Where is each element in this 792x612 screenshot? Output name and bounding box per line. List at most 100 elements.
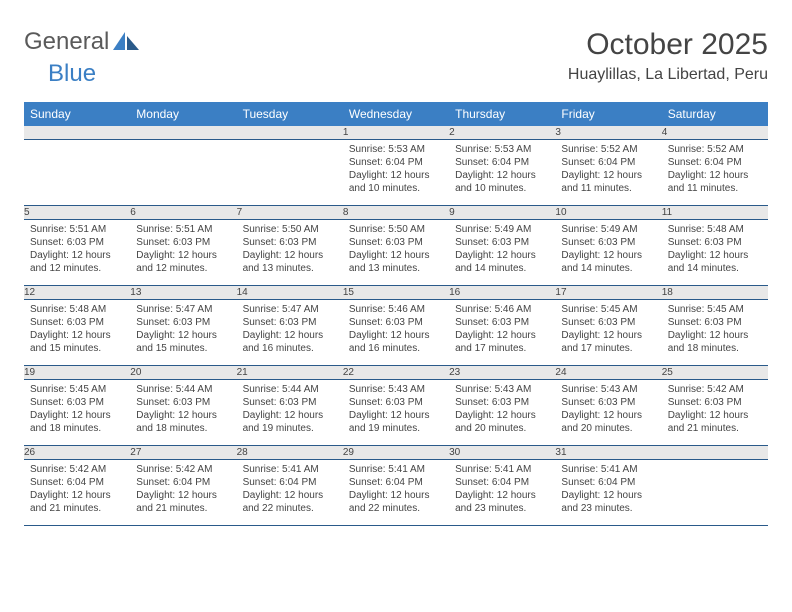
sunrise: Sunrise: 5:41 AM	[243, 464, 319, 475]
sunset: Sunset: 6:04 PM	[349, 157, 423, 168]
daylight: Daylight: 12 hours and 19 minutes.	[349, 410, 430, 434]
sunset: Sunset: 6:03 PM	[668, 317, 742, 328]
sunset: Sunset: 6:03 PM	[243, 237, 317, 248]
daylight: Daylight: 12 hours and 16 minutes.	[243, 330, 324, 354]
day-cell: Sunrise: 5:44 AMSunset: 6:03 PMDaylight:…	[237, 380, 343, 446]
sunset: Sunset: 6:03 PM	[561, 397, 635, 408]
day-number: 29	[343, 446, 449, 460]
sunset: Sunset: 6:03 PM	[455, 237, 529, 248]
sunset: Sunset: 6:03 PM	[561, 317, 635, 328]
sunset: Sunset: 6:04 PM	[243, 477, 317, 488]
day-cell: Sunrise: 5:47 AMSunset: 6:03 PMDaylight:…	[130, 300, 236, 366]
sunrise: Sunrise: 5:43 AM	[455, 384, 531, 395]
day-cell: Sunrise: 5:42 AMSunset: 6:04 PMDaylight:…	[24, 460, 130, 526]
daylight: Daylight: 12 hours and 17 minutes.	[561, 330, 642, 354]
day-number: 7	[237, 206, 343, 220]
day-cell: Sunrise: 5:42 AMSunset: 6:03 PMDaylight:…	[662, 380, 768, 446]
daylight: Daylight: 12 hours and 10 minutes.	[455, 170, 536, 194]
day-number: 17	[555, 286, 661, 300]
logo-sail-icon	[113, 32, 139, 52]
day-cell: Sunrise: 5:41 AMSunset: 6:04 PMDaylight:…	[555, 460, 661, 526]
day-cell: Sunrise: 5:43 AMSunset: 6:03 PMDaylight:…	[449, 380, 555, 446]
daylight: Daylight: 12 hours and 23 minutes.	[455, 490, 536, 514]
day-number: 5	[24, 206, 130, 220]
daylight: Daylight: 12 hours and 11 minutes.	[561, 170, 642, 194]
sunrise: Sunrise: 5:45 AM	[561, 304, 637, 315]
sunset: Sunset: 6:03 PM	[136, 397, 210, 408]
sunset: Sunset: 6:03 PM	[136, 237, 210, 248]
daylight: Daylight: 12 hours and 18 minutes.	[136, 410, 217, 434]
sunset: Sunset: 6:04 PM	[136, 477, 210, 488]
daylight: Daylight: 12 hours and 22 minutes.	[243, 490, 324, 514]
sunrise: Sunrise: 5:52 AM	[561, 144, 637, 155]
daylight: Daylight: 12 hours and 20 minutes.	[455, 410, 536, 434]
daylight: Daylight: 12 hours and 12 minutes.	[136, 250, 217, 274]
sunrise: Sunrise: 5:48 AM	[30, 304, 106, 315]
weekday-header-row: SundayMondayTuesdayWednesdayThursdayFrid…	[24, 102, 768, 126]
day-number: 1	[343, 126, 449, 140]
weekday-tuesday: Tuesday	[237, 102, 343, 126]
day-number: 31	[555, 446, 661, 460]
daylight: Daylight: 12 hours and 19 minutes.	[243, 410, 324, 434]
day-cell: Sunrise: 5:52 AMSunset: 6:04 PMDaylight:…	[662, 140, 768, 206]
day-cell: Sunrise: 5:48 AM Sunset: 6:03 PM Daylight:…	[24, 300, 130, 366]
sunrise: Sunrise: 5:47 AM	[243, 304, 319, 315]
day-number	[24, 126, 130, 140]
sunrise: Sunrise: 5:45 AM	[30, 384, 106, 395]
day-cell: Sunrise: 5:51 AMSunset: 6:03 PMDaylight:…	[24, 220, 130, 286]
sunrise: Sunrise: 5:43 AM	[561, 384, 637, 395]
day-number: 3	[555, 126, 661, 140]
sunrise: Sunrise: 5:47 AM	[136, 304, 212, 315]
sunrise: Sunrise: 5:44 AM	[243, 384, 319, 395]
day-cell: Sunrise: 5:46 AMSunset: 6:03 PMDaylight:…	[343, 300, 449, 366]
daylight: Daylight: 12 hours and 12 minutes.	[30, 250, 111, 274]
sunset: Sunset: 6:03 PM	[561, 237, 635, 248]
daylight: Daylight: 12 hours and 11 minutes.	[668, 170, 749, 194]
calendar-body: 1234Sunrise: 5:53 AMSunset: 6:04 PMDayli…	[24, 126, 768, 526]
day-number: 11	[662, 206, 768, 220]
day-cell: Sunrise: 5:41 AMSunset: 6:04 PMDaylight:…	[449, 460, 555, 526]
sunrise: Sunrise: 5:44 AM	[136, 384, 212, 395]
daynum-row: 19202122232425	[24, 366, 768, 380]
sunrise: Sunrise: 5:53 AM	[349, 144, 425, 155]
sunrise: Sunrise: 5:48 AM	[668, 224, 744, 235]
day-content-row: Sunrise: 5:48 AM Sunset: 6:03 PM Daylight:…	[24, 300, 768, 366]
day-number: 19	[24, 366, 130, 380]
sunset: Sunset: 6:03 PM	[349, 237, 423, 248]
day-number: 16	[449, 286, 555, 300]
sunset: Sunset: 6:04 PM	[561, 477, 635, 488]
calendar-table: SundayMondayTuesdayWednesdayThursdayFrid…	[24, 102, 768, 526]
daylight: Daylight: 12 hours and 21 minutes.	[668, 410, 749, 434]
day-number: 9	[449, 206, 555, 220]
day-cell: Sunrise: 5:50 AMSunset: 6:03 PMDaylight:…	[237, 220, 343, 286]
daylight: Daylight: 12 hours and 21 minutes.	[30, 490, 111, 514]
day-number: 21	[237, 366, 343, 380]
sunrise: Sunrise: 5:51 AM	[30, 224, 106, 235]
weekday-friday: Friday	[555, 102, 661, 126]
day-cell: Sunrise: 5:43 AMSunset: 6:03 PMDaylight:…	[343, 380, 449, 446]
day-number: 26	[24, 446, 130, 460]
daylight: Daylight: 12 hours and 18 minutes.	[30, 410, 111, 434]
day-number: 2	[449, 126, 555, 140]
day-number: 4	[662, 126, 768, 140]
day-cell: Sunrise: 5:51 AMSunset: 6:03 PMDaylight:…	[130, 220, 236, 286]
sunrise: Sunrise: 5:46 AM	[455, 304, 531, 315]
day-number: 10	[555, 206, 661, 220]
day-cell: Sunrise: 5:53 AMSunset: 6:04 PMDaylight:…	[449, 140, 555, 206]
day-number: 23	[449, 366, 555, 380]
sunrise: Sunrise: 5:45 AM	[668, 304, 744, 315]
logo-text-2: Blue	[48, 60, 96, 88]
sunset: Sunset: 6:03 PM	[455, 317, 529, 328]
sunrise: Sunrise: 5:50 AM	[243, 224, 319, 235]
day-number: 30	[449, 446, 555, 460]
day-cell: Sunrise: 5:48 AMSunset: 6:03 PMDaylight:…	[662, 220, 768, 286]
day-cell: Sunrise: 5:47 AMSunset: 6:03 PMDaylight:…	[237, 300, 343, 366]
sunset: Sunset: 6:03 PM	[30, 317, 104, 328]
daylight: Daylight: 12 hours and 20 minutes.	[561, 410, 642, 434]
day-cell: Sunrise: 5:43 AM Sunset: 6:03 PM Daylight:…	[555, 380, 661, 446]
daylight: Daylight: 12 hours and 14 minutes.	[561, 250, 642, 274]
daylight: Daylight: 12 hours and 15 minutes.	[30, 330, 111, 354]
daylight: Daylight: 12 hours and 10 minutes.	[349, 170, 430, 194]
daylight: Daylight: 12 hours and 14 minutes.	[668, 250, 749, 274]
daylight: Daylight: 12 hours and 13 minutes.	[349, 250, 430, 274]
